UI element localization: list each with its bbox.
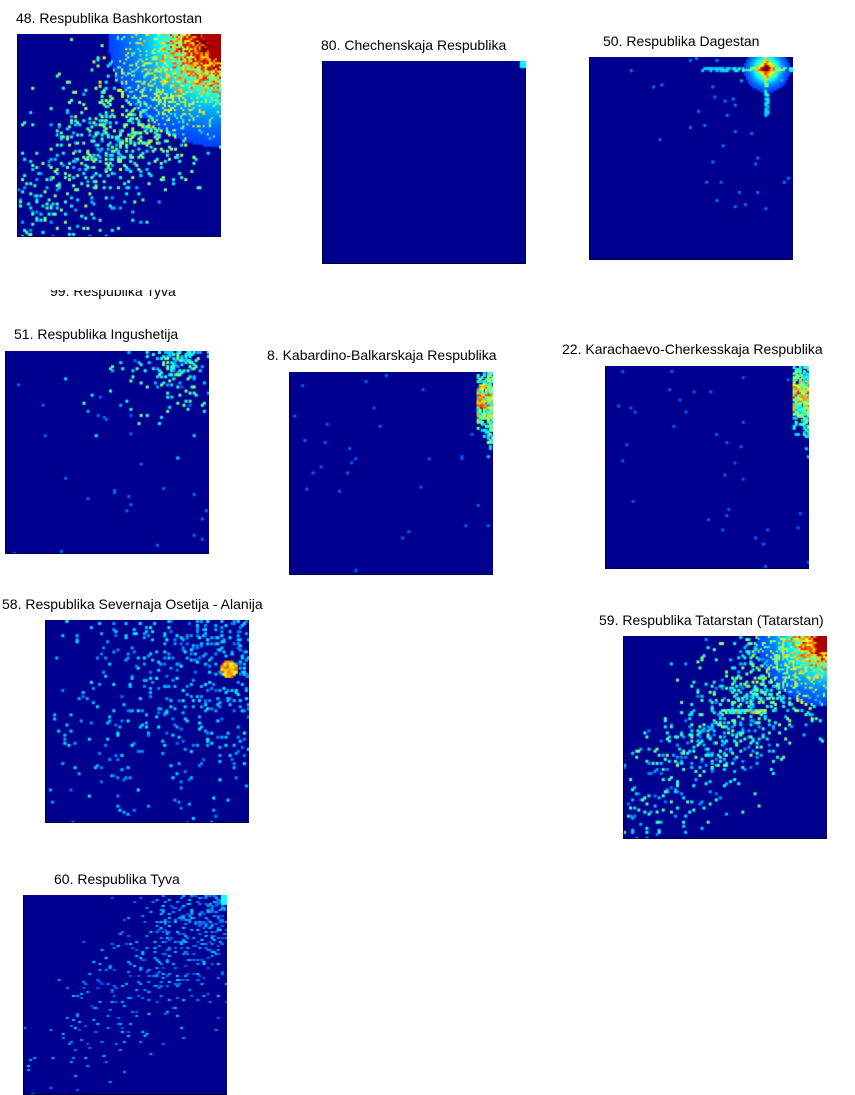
chart-title: 8. Kabardino-Balkarskaja Respublika <box>267 347 497 363</box>
heatmap-plot <box>45 620 249 823</box>
chart-title: 51. Respublika Ingushetija <box>14 326 179 342</box>
chart-title: 58. Respublika Severnaja Osetija - Alani… <box>2 596 263 612</box>
clipped-panel-title: 99. Respublika Tyva <box>50 290 350 300</box>
heatmap-plot <box>5 351 209 554</box>
clipped-title-text: 99. Respublika Tyva <box>50 290 176 299</box>
heatmap-plot <box>23 895 227 1095</box>
heatmap-plot <box>322 61 526 264</box>
chart-title: 59. Respublika Tatarstan (Tatarstan) <box>599 612 824 628</box>
chart-title: 60. Respublika Tyva <box>54 871 180 887</box>
heatmap-plot <box>289 372 493 575</box>
chart-title: 48. Respublika Bashkortostan <box>16 10 202 26</box>
chart-title: 22. Karachaevo-Cherkesskaja Respublika <box>562 341 823 357</box>
heatmap-plot <box>17 34 221 237</box>
heatmap-plot <box>623 636 827 839</box>
chart-title: 80. Chechenskaja Respublika <box>321 37 507 53</box>
heatmap-plot <box>605 366 809 569</box>
chart-title: 50. Respublika Dagestan <box>603 33 760 49</box>
heatmap-plot <box>589 57 793 260</box>
